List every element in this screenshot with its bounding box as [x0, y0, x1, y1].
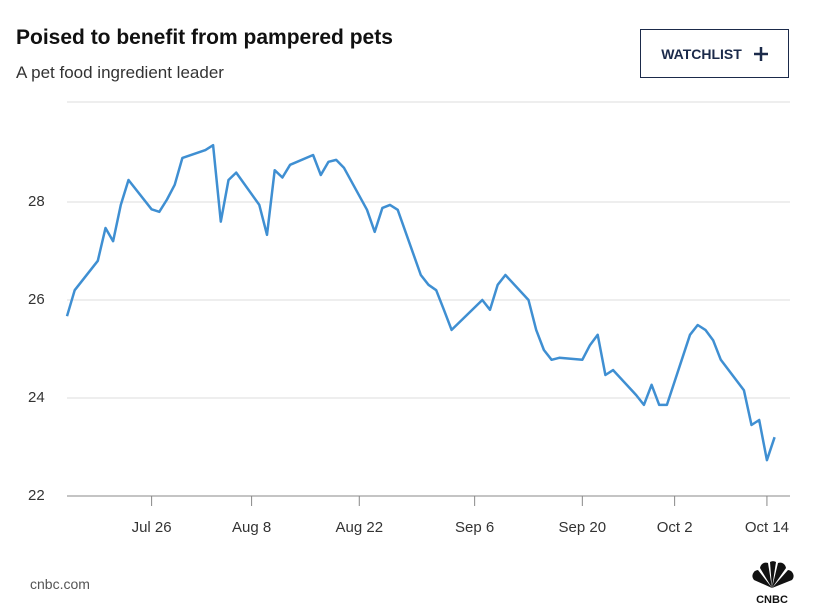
- x-tick-label: Sep 6: [455, 519, 494, 536]
- button-label[interactable]: WATCHLIST: [661, 45, 742, 62]
- x-tick-label: Jul 26: [132, 519, 172, 536]
- title: Poised to benefit from pampered pets: [16, 26, 393, 49]
- y-tick-label: 22: [28, 487, 45, 504]
- logo: CNBC: [752, 561, 794, 606]
- x-tick-label: Sep 20: [559, 519, 607, 536]
- x-tick-label: Oct 2: [657, 519, 693, 536]
- watchlist-button[interactable]: WATCHLIST: [640, 29, 789, 78]
- price-line: [65, 143, 776, 462]
- x-tick-label: Aug 22: [336, 519, 384, 536]
- plus-icon: [753, 46, 768, 61]
- y-tick-label: 24: [28, 389, 45, 406]
- subtitle: A pet food ingredient leader: [16, 63, 224, 82]
- x-tick-label: Aug 8: [232, 519, 271, 536]
- y-tick-label: 26: [28, 291, 45, 308]
- y-tick-label: 28: [28, 193, 45, 210]
- logo-text: CNBC: [756, 594, 788, 606]
- source: cnbc.com: [30, 576, 90, 592]
- chart: 22 24 26 28 Jul 26 Aug 8 Aug 22 Sep 6 Sep 20 Oct …: [28, 101, 790, 536]
- x-tick-label: Oct 14: [745, 519, 789, 536]
